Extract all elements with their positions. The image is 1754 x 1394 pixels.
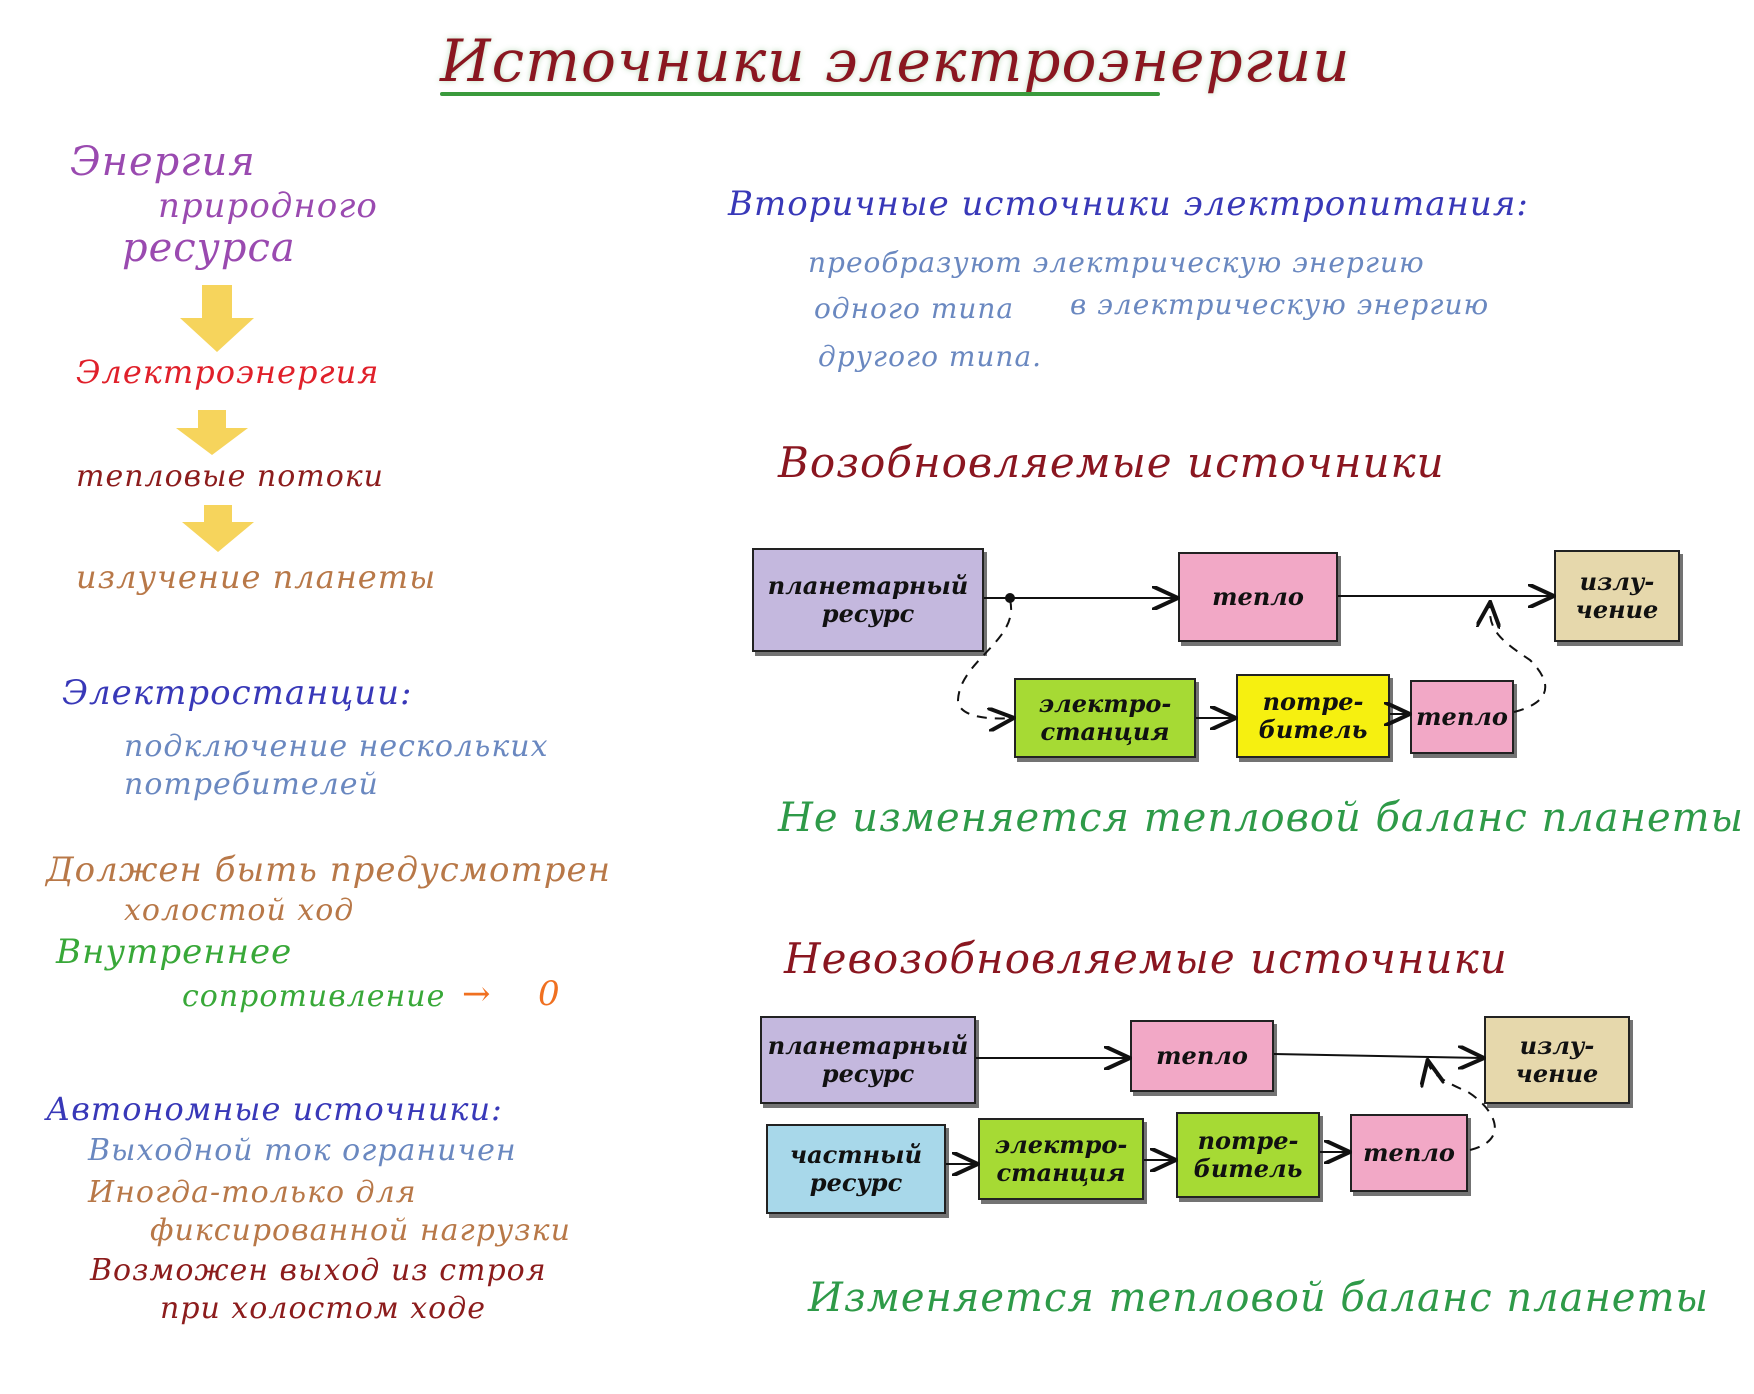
nonrenewable-box-consumer: потре- битель <box>1176 1112 1320 1198</box>
renewable-box-consumer: потре- битель <box>1236 674 1390 758</box>
page-title: Источники электроэнергии <box>440 27 1351 95</box>
chain-heat-flows: тепловые потоки <box>76 459 384 494</box>
autonomous-item2b: фиксированной нагрузки <box>150 1213 571 1248</box>
nonrenewable-box-private: частный ресурс <box>766 1124 946 1214</box>
resistance-zero: 0 <box>538 974 561 1014</box>
nonrenewable-heading: Невозобновляемые источники <box>784 934 1508 983</box>
secondary-heading: Вторичные источники электропитания: <box>728 184 1529 224</box>
secondary-line3: другого типа. <box>818 340 1043 373</box>
chain-electricity: Электроэнергия <box>76 353 380 391</box>
renewable-box-heat2: тепло <box>1410 680 1514 754</box>
chain-natural: природного <box>158 186 378 226</box>
renewable-box-radiation: излу- чение <box>1554 550 1680 642</box>
renewable-box-heat: тепло <box>1178 552 1338 642</box>
yellow-arrow-1 <box>180 285 254 352</box>
stations-line1: подключение нескольких <box>124 729 549 764</box>
autonomous-item3b: при холостом ходе <box>160 1291 486 1326</box>
secondary-line2b: в электрическую энергию <box>1070 288 1490 321</box>
resistance-line2: сопротивление <box>182 979 446 1014</box>
resistance-arrow: → <box>462 974 492 1014</box>
secondary-line2a: одного типа <box>814 292 1015 325</box>
nonrenewable-connectors <box>946 1054 1496 1164</box>
chain-radiation: излучение планеты <box>76 558 437 596</box>
renewable-conclusion: Не изменяется тепловой баланс планеты <box>778 795 1745 841</box>
autonomous-item3a: Возможен выход из строя <box>90 1253 547 1288</box>
yellow-arrow-3 <box>182 505 254 552</box>
nonrenewable-box-heat: тепло <box>1130 1020 1274 1092</box>
nonrenewable-box-resource: планетарный ресурс <box>760 1016 976 1104</box>
stations-heading: Электростанции: <box>62 673 413 713</box>
renewable-heading: Возобновляемые источники <box>778 438 1445 487</box>
autonomous-heading: Автономные источники: <box>46 1090 503 1128</box>
nonrenewable-box-radiation: излу- чение <box>1484 1016 1630 1104</box>
stations-line2: потребителей <box>124 767 379 802</box>
renewable-box-resource: планетарный ресурс <box>752 548 984 652</box>
autonomous-item2a: Иногда-только для <box>88 1175 417 1210</box>
secondary-line1: преобразуют электрическую энергию <box>808 246 1425 279</box>
chain-resource: ресурса <box>122 225 296 271</box>
resistance-line1: Внутреннее <box>56 932 293 972</box>
nonrenewable-conclusion: Изменяется тепловой баланс планеты <box>808 1275 1709 1321</box>
autonomous-item1: Выходной ток ограничен <box>88 1133 517 1168</box>
chain-energy: Энергия <box>70 139 256 185</box>
idle-line1: Должен быть предусмотрен <box>46 850 612 890</box>
idle-line2: холостой ход <box>124 893 355 928</box>
yellow-arrow-2 <box>176 410 248 455</box>
nonrenewable-box-heat2: тепло <box>1350 1114 1468 1192</box>
renewable-box-station: электро- станция <box>1014 678 1196 758</box>
renewable-connectors <box>956 594 1552 718</box>
title-underline <box>440 92 1160 96</box>
